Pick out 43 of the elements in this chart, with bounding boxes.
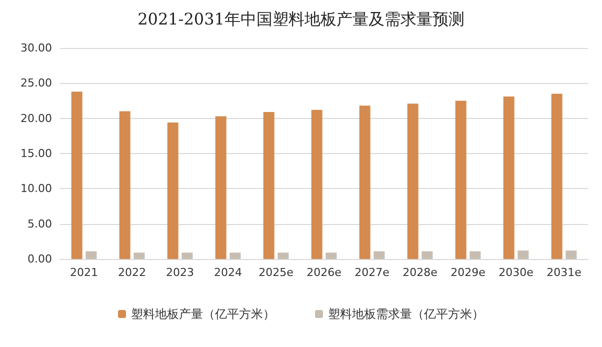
bar [278, 252, 289, 259]
bar [422, 251, 433, 259]
x-tick-label: 2024 [214, 266, 242, 279]
y-tick-label: 0.00 [28, 252, 52, 266]
legend-label: 塑料地板产量（亿平方米） [131, 307, 275, 321]
x-tick-label: 2026e [306, 266, 342, 279]
chart-title: 2021-2031年中国塑料地板产量及需求量预测 [138, 10, 464, 28]
x-tick-label: 2029e [450, 266, 486, 279]
bar [134, 252, 145, 259]
y-tick-label: 15.00 [20, 147, 52, 160]
x-tick-label: 2021 [70, 266, 98, 279]
legend-label: 塑料地板需求量（亿平方米） [328, 307, 484, 321]
bar [119, 111, 130, 259]
bar [215, 116, 226, 259]
y-tick-label: 20.00 [20, 112, 52, 125]
y-tick-label: 30.00 [20, 42, 52, 54]
bar [230, 252, 241, 259]
bar [407, 104, 418, 259]
bar [311, 110, 322, 259]
bar [374, 251, 385, 259]
x-tick-label: 2028e [402, 266, 438, 279]
x-tick-label: 2022 [118, 266, 146, 279]
bar [86, 251, 97, 259]
x-tick-label: 2031e [546, 266, 582, 279]
y-tick-label: 25.00 [20, 76, 52, 90]
bar [503, 96, 514, 259]
bar [326, 252, 337, 259]
x-tick-label: 2030e [498, 266, 534, 279]
bar [71, 92, 82, 259]
x-tick-label: 2025e [258, 266, 294, 279]
bar [167, 122, 178, 259]
bar [470, 251, 481, 259]
bar [263, 112, 274, 259]
y-tick-label: 5.00 [28, 217, 52, 230]
x-tick-label: 2027e [354, 266, 390, 279]
bar [566, 250, 577, 259]
y-tick-label: 10.00 [20, 182, 52, 196]
x-tick-label: 2023 [166, 266, 194, 279]
bar [359, 106, 370, 259]
bar [182, 252, 193, 259]
bar [518, 250, 529, 259]
bar [551, 94, 562, 259]
bar [455, 100, 466, 259]
